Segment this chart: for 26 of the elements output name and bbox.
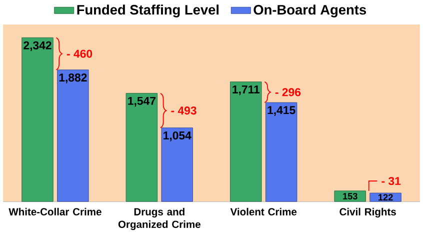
data-label: 1,711 — [232, 86, 260, 96]
bar — [334, 190, 366, 202]
data-label: 1,882 — [59, 74, 87, 84]
bar — [265, 102, 298, 202]
legend-label: Funded Staffing Level — [77, 4, 219, 18]
bar — [230, 82, 262, 202]
legend-label: On-Board Agents — [254, 4, 366, 18]
bar — [22, 37, 54, 202]
x-tick-label: Drugs and Organized Crime — [118, 208, 200, 230]
annotation: - 460 — [66, 50, 92, 58]
bar — [126, 93, 158, 202]
data-label: 1,054 — [164, 132, 192, 142]
bar — [161, 128, 193, 202]
x-tick-label: White-Collar Crime — [8, 208, 102, 216]
data-label: 1,415 — [268, 106, 296, 116]
data-label: 153 — [343, 193, 358, 200]
x-tick-label: Civil Rights — [340, 208, 396, 218]
annotation: - 296 — [275, 88, 301, 96]
x-tick-label: Violent Crime — [230, 208, 297, 216]
data-label: 1,547 — [128, 97, 156, 107]
bar — [57, 70, 89, 202]
annotation: - 31 — [382, 177, 401, 186]
data-label: 2,342 — [24, 41, 52, 52]
bar — [370, 192, 402, 202]
data-label: 122 — [378, 194, 393, 201]
annotation: - 493 — [171, 106, 196, 115]
